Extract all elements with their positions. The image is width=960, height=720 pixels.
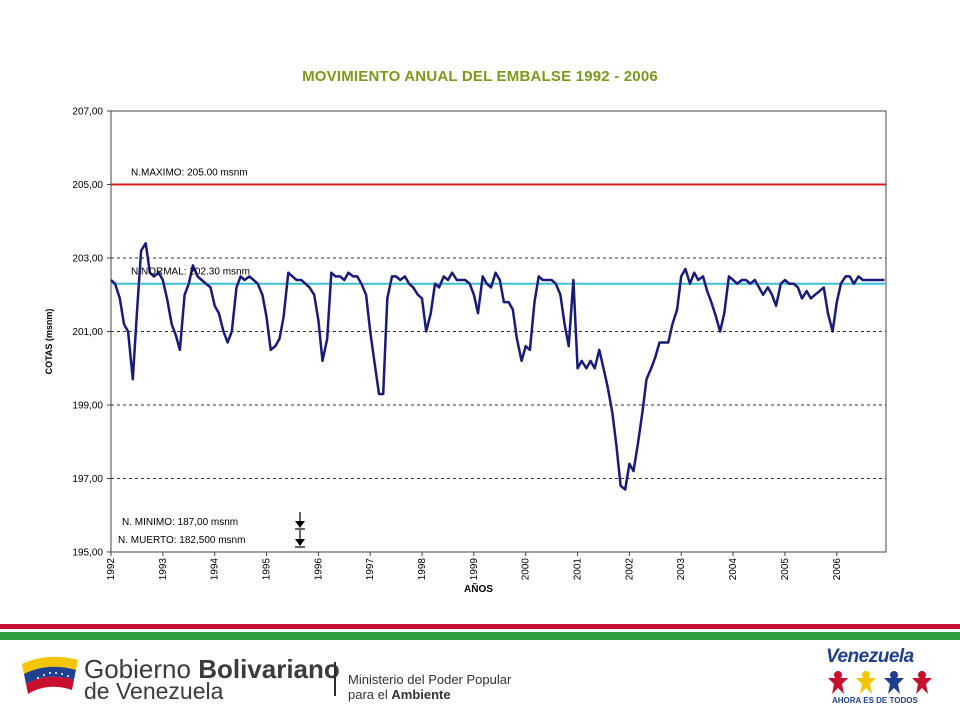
ministry-line2: para el Ambiente (348, 687, 451, 702)
gov-name-line1: Gobierno Bolivariano (84, 654, 340, 684)
x-tick-label: 1993 (158, 558, 169, 581)
y-tick-label: 203,00 (72, 254, 103, 265)
y-tick-label: 205,00 (72, 180, 103, 191)
y-axis-title: COTAS (msnm) (44, 309, 54, 375)
x-tick-label: 2000 (521, 558, 532, 581)
x-axis-title: AÑOS (464, 582, 493, 595)
footer-divider (334, 662, 336, 696)
x-tick-label: 2005 (780, 558, 791, 581)
x-tick-label: 2001 (573, 558, 584, 581)
normal-label: N.NORMAL: 202.30 msnm (131, 267, 250, 278)
chart-svg: 207,00 205,00 203,00 201,00 199,00 197,00 195,… (44, 107, 887, 595)
y-tick-label: 199,00 (72, 401, 103, 412)
arrow-down-icon (295, 539, 305, 546)
footer-stripe-green (0, 632, 960, 640)
x-tick-label: 1992 (106, 558, 117, 581)
gov-flag-logo-icon (22, 656, 78, 694)
maximo-label: N.MAXIMO: 205.00 msnm (131, 168, 248, 179)
x-tick-label: 1998 (417, 558, 428, 581)
muerto-label: N. MUERTO: 182,500 msnm (118, 535, 245, 546)
x-tick-label: 1994 (210, 558, 221, 581)
footer-stripe-red (0, 624, 960, 629)
x-tick-label: 1999 (469, 558, 480, 581)
arrow-down-icon (295, 521, 305, 528)
ministry-line1: Ministerio del Poder Popular (348, 672, 512, 687)
x-tick-label: 1996 (313, 558, 324, 581)
venezuela-figures-logo-icon (828, 671, 932, 694)
x-tick-label: 1995 (262, 558, 273, 581)
x-tick-label: 2006 (832, 558, 843, 581)
y-tick-label: 197,00 (72, 474, 103, 485)
minimo-label: N. MINIMO: 187,00 msnm (122, 517, 238, 528)
venezuela-slogan: AHORA ES DE TODOS (832, 696, 918, 705)
y-tick-label: 207,00 (72, 107, 103, 118)
gov-name-line2: de Venezuela (84, 678, 224, 704)
chart-area: MOVIMIENTO ANUAL DEL EMBALSE 1992 - 2006… (44, 68, 887, 595)
chart-title: MOVIMIENTO ANUAL DEL EMBALSE 1992 - 2006 (302, 68, 658, 85)
x-tick-label: 1997 (365, 558, 376, 581)
x-tick-label: 2004 (728, 558, 739, 581)
x-tick-label: 2003 (676, 558, 687, 581)
y-tick-label: 195,00 (72, 548, 103, 559)
series-line (110, 242, 885, 491)
x-tick-label: 2002 (624, 558, 635, 581)
y-tick-label: 201,00 (72, 327, 103, 338)
venezuela-brand-text: Venezuela (826, 646, 914, 667)
